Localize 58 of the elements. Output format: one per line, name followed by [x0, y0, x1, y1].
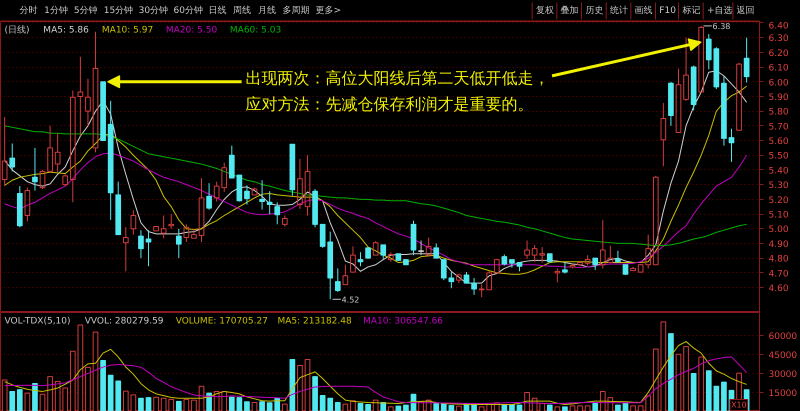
y-tick-label: 6.30	[768, 34, 789, 44]
text: 月线	[258, 5, 276, 16]
chart-title: (日线)	[4, 24, 30, 36]
text: 历史	[585, 5, 604, 16]
y-tick-label: 6.40	[768, 22, 789, 32]
annotation: VOLUME: 170705.27	[176, 316, 268, 326]
annotation: X10	[730, 400, 747, 410]
y-tick-label: 5.50	[768, 152, 789, 162]
text: 返回	[736, 5, 755, 16]
y-tick-label: 5.10	[768, 210, 789, 221]
y-tick-label: 4.80	[768, 254, 789, 265]
text: 分时	[19, 5, 38, 16]
text: MA5: 5.86	[43, 26, 90, 36]
text: 叠加	[560, 5, 579, 16]
text: F10	[659, 6, 676, 16]
y-tick-label: 6.00	[768, 78, 789, 88]
text: MA60: 5.03	[230, 26, 282, 36]
y-tick-label: 45000	[768, 350, 798, 361]
y-tick-label: 5.60	[768, 137, 789, 148]
text: 60分钟	[174, 5, 204, 16]
annotation: VVOL: 280279.59	[84, 316, 164, 326]
text: 更多>	[316, 5, 342, 16]
text: 15分钟	[104, 5, 134, 16]
chart-title: VOL-TDX(5,10)	[4, 316, 71, 326]
y-tick-label: 5.70	[768, 122, 789, 132]
y-tick-label: 5.00	[768, 225, 789, 236]
annotation: 应对方法：先减仓保存利润才是重要的。	[246, 94, 534, 114]
text: 5分钟	[74, 5, 98, 16]
text: MA5: 213182.48	[278, 316, 352, 326]
text: MA20: 5.50	[166, 26, 218, 36]
y-tick-label: 5.80	[768, 108, 789, 118]
text: 标记	[681, 5, 700, 16]
text: 周线	[233, 5, 252, 16]
y-tick-label: 60000	[768, 332, 798, 342]
text: 复权	[536, 5, 554, 16]
y-tick-label: 5.20	[768, 196, 789, 206]
text: 日线	[208, 5, 226, 16]
y-tick-label: 4.60	[768, 284, 789, 294]
y-tick-label: 6.10	[768, 64, 789, 74]
y-tick-label: 15000	[768, 388, 798, 399]
text: 30分钟	[138, 5, 168, 16]
text: +自选	[706, 5, 732, 16]
text: 统计	[610, 5, 628, 16]
y-tick-label: 5.40	[768, 166, 789, 176]
annotation: 4.52	[342, 295, 360, 304]
y-tick-label: 4.90	[768, 240, 789, 250]
text: MA10: 5.97	[102, 26, 154, 36]
text: 多周期	[282, 5, 310, 16]
text: MA10: 306547.66	[363, 316, 444, 326]
annotation: 出现两次：高位大阳线后第二天低开低走，	[246, 68, 550, 88]
y-tick-label: 30000	[768, 370, 798, 380]
y-tick-label: 6.20	[768, 48, 789, 59]
y-tick-label: 4.70	[768, 269, 789, 280]
text: 画线	[634, 5, 653, 16]
text: 1分钟	[44, 5, 68, 16]
annotation: 6.38	[712, 22, 730, 31]
y-tick-label: 5.90	[768, 92, 789, 103]
y-tick-label: 5.30	[768, 181, 789, 192]
